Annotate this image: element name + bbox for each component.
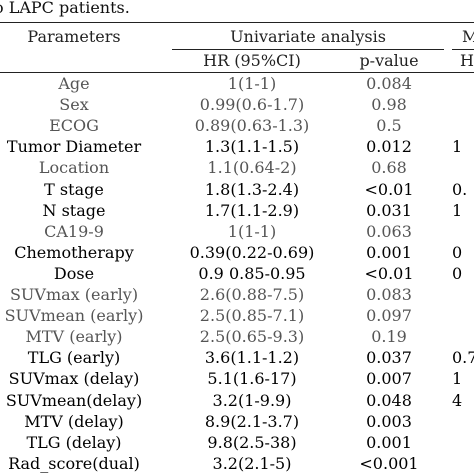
row-p-value: 0.012 (366, 137, 412, 157)
caption-text: LAPC patients. (8, 0, 130, 17)
header-parameters: Parameters (27, 27, 121, 46)
row-p-value: 0.097 (366, 306, 412, 326)
caption-lead: o (0, 0, 9, 17)
header-hr-multivariate: H (460, 51, 474, 70)
row-multivariate-clipped (452, 433, 474, 453)
row-p-value: 0.001 (366, 242, 412, 262)
row-p-value: 0.083 (366, 285, 412, 304)
row-p-value: 0.98 (371, 95, 407, 115)
row-parameter: SUVmean(delay) (5, 390, 143, 410)
row-parameter: ECOG (49, 116, 99, 136)
header-multivariate: M (462, 27, 474, 46)
row-p-value: <0.01 (364, 179, 414, 199)
row-parameter: TLG (early) (27, 348, 121, 368)
row-p-value: <0.001 (359, 453, 419, 473)
row-hr: 1.3(1.1-1.5) (204, 137, 300, 157)
row-parameter: TLG (delay) (26, 432, 122, 452)
row-hr: 8.9(2.1-3.7) (204, 411, 300, 431)
row-p-value: 0.084 (366, 74, 412, 93)
row-multivariate-clipped (452, 158, 474, 178)
row-hr: 3.2(2.1-5) (212, 453, 292, 473)
row-multivariate-clipped: 1 (452, 200, 463, 220)
row-hr: 2.5(0.85-7.1) (199, 306, 305, 326)
row-hr: 2.6(0.88-7.5) (199, 285, 305, 304)
row-hr: 5.1(1.6-17) (207, 369, 297, 389)
row-parameter: MTV (delay) (24, 411, 124, 431)
row-parameter: Tumor Diameter (6, 137, 142, 157)
row-parameter: Age (58, 74, 90, 93)
row-hr: 1(1-1) (227, 221, 277, 241)
header-p-value: p-value (359, 51, 419, 70)
row-multivariate-clipped (452, 222, 474, 242)
row-multivariate-clipped: 0. (452, 179, 468, 199)
row-parameter: SUVmax (delay) (8, 369, 140, 389)
row-hr: 1(1-1) (227, 74, 277, 93)
row-hr: 0.39(0.22-0.69) (189, 242, 315, 262)
row-p-value: 0.007 (366, 369, 412, 389)
row-multivariate-clipped (452, 285, 474, 305)
row-parameter: Sex (59, 95, 89, 115)
row-hr: 3.6(1.1-1.2) (204, 348, 300, 368)
row-p-value: <0.01 (364, 263, 414, 283)
table-caption: o LAPC patients. (0, 0, 130, 18)
row-multivariate-clipped: 0 (452, 263, 463, 283)
row-p-value: 0.048 (366, 390, 412, 410)
row-multivariate-clipped (452, 95, 474, 115)
row-hr: 2.5(0.65-9.3) (199, 327, 305, 347)
row-multivariate-clipped (452, 74, 474, 94)
row-multivariate-clipped (452, 454, 474, 474)
row-multivariate-clipped (452, 327, 474, 347)
row-p-value: 0.68 (371, 158, 407, 178)
top-rule (0, 22, 474, 23)
row-parameter: Dose (53, 263, 95, 283)
row-hr: 3.2(1-9.9) (212, 390, 292, 410)
row-parameter: N stage (42, 200, 106, 220)
multivariate-rule (452, 49, 474, 50)
row-parameter: Rad_score(dual) (8, 453, 140, 473)
row-multivariate-clipped: 1 (452, 137, 463, 157)
row-hr: 9.8(2.5-38) (207, 432, 297, 452)
row-hr: 1.8(1.3-2.4) (204, 179, 300, 199)
row-multivariate-clipped (452, 412, 474, 432)
row-multivariate-clipped: 4 (452, 390, 463, 410)
row-parameter: Chemotherapy (14, 242, 134, 262)
row-p-value: 0.003 (366, 411, 412, 431)
header-hr: HR (95%CI) (203, 51, 301, 70)
row-multivariate-clipped (452, 116, 474, 136)
row-hr: 1.7(1.1-2.9) (204, 200, 300, 220)
row-hr: 0.9 0.85-0.95 (198, 263, 306, 283)
row-multivariate-clipped: 1 (452, 369, 463, 389)
row-parameter: SUVmax (early) (9, 285, 139, 304)
row-p-value: 0.001 (366, 432, 412, 452)
row-parameter: SUVmean (early) (4, 306, 144, 326)
row-p-value: 0.037 (366, 348, 412, 368)
row-p-value: 0.19 (371, 327, 407, 347)
row-p-value: 0.5 (376, 116, 402, 136)
row-parameter: MTV (early) (25, 327, 123, 347)
row-parameter: Location (38, 158, 110, 178)
row-hr: 0.99(0.6-1.7) (199, 95, 305, 115)
row-multivariate-clipped: 0 (452, 242, 463, 262)
row-p-value: 0.031 (366, 200, 412, 220)
header-univariate: Univariate analysis (230, 27, 386, 46)
row-parameter: T stage (44, 179, 104, 199)
row-hr: 1.1(0.64-2) (207, 158, 297, 178)
row-multivariate-clipped: 0.7 (452, 348, 474, 368)
row-p-value: 0.063 (366, 221, 412, 241)
row-hr: 0.89(0.63-1.3) (194, 116, 310, 136)
univariate-rule (172, 49, 444, 50)
header-bottom-rule (0, 72, 474, 73)
row-multivariate-clipped (452, 306, 474, 326)
row-parameter: CA19-9 (44, 221, 104, 241)
